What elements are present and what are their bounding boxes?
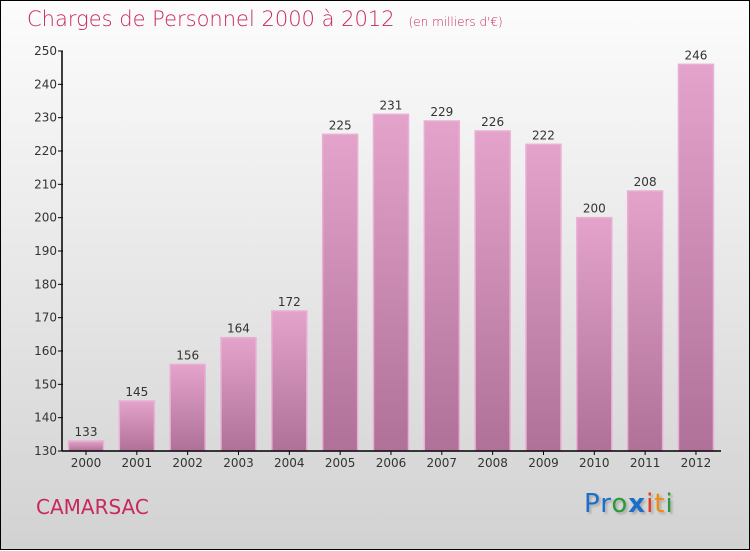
data-label: 172 (278, 295, 301, 309)
x-tick-label: 2006 (376, 456, 407, 470)
y-tick-label: 190 (34, 244, 57, 258)
y-tick-label: 140 (34, 411, 57, 425)
bar-2012 (677, 63, 715, 452)
data-label: 208 (634, 175, 657, 189)
bar-2005 (321, 133, 359, 452)
bar-2004 (271, 310, 308, 452)
bar-2011 (626, 190, 664, 452)
bar-2009 (525, 143, 562, 452)
y-tick-label: 150 (34, 377, 57, 391)
unit-label: (en milliers d'€) (408, 15, 503, 29)
data-label: 222 (532, 128, 555, 142)
y-tick-label: 160 (34, 344, 57, 358)
x-tick-label: 2009 (528, 456, 559, 470)
data-label: 246 (685, 48, 708, 62)
title-text: Charges de Personnel 2000 à 2012 (27, 7, 395, 31)
bar-2008 (474, 130, 511, 452)
data-label: 133 (75, 425, 98, 439)
x-tick-label: 2007 (427, 456, 458, 470)
y-tick-label: 130 (34, 444, 57, 458)
y-tick-label: 180 (34, 277, 57, 291)
proxiti-logo: Proxiti (584, 489, 674, 519)
y-tick-label: 250 (34, 44, 57, 58)
data-label: 225 (329, 118, 352, 132)
bar-2010 (576, 216, 613, 452)
x-tick-label: 2000 (71, 456, 102, 470)
data-label: 164 (227, 322, 250, 336)
x-tick-label: 2008 (477, 456, 508, 470)
data-label: 231 (380, 98, 403, 112)
x-tick-label: 2005 (325, 456, 356, 470)
city-name: CAMARSAC (36, 495, 149, 519)
bar-2003 (220, 336, 257, 452)
data-label: 226 (481, 115, 504, 129)
x-tick-label: 2004 (274, 456, 305, 470)
chart-title: Charges de Personnel 2000 à 2012 (en mill… (27, 7, 503, 31)
y-tick-label: 230 (34, 111, 57, 125)
y-tick-label: 200 (34, 211, 57, 225)
data-label: 156 (176, 348, 199, 362)
bar-2001 (118, 400, 156, 452)
x-tick-label: 2012 (681, 456, 712, 470)
data-label: 145 (125, 385, 148, 399)
data-label: 229 (430, 105, 453, 119)
x-tick-label: 2001 (122, 456, 153, 470)
x-tick-label: 2010 (579, 456, 610, 470)
y-tick-label: 170 (34, 311, 57, 325)
x-tick-label: 2002 (172, 456, 203, 470)
y-tick-label: 240 (34, 77, 57, 91)
y-tick-label: 220 (34, 144, 57, 158)
y-tick-label: 210 (34, 177, 57, 191)
bar-2006 (372, 113, 410, 452)
bar-2002 (169, 363, 206, 452)
bar-2007 (423, 120, 461, 452)
x-tick-label: 2003 (223, 456, 254, 470)
bar-2000 (67, 440, 105, 452)
x-tick-label: 2011 (630, 456, 661, 470)
data-label: 200 (583, 202, 606, 216)
